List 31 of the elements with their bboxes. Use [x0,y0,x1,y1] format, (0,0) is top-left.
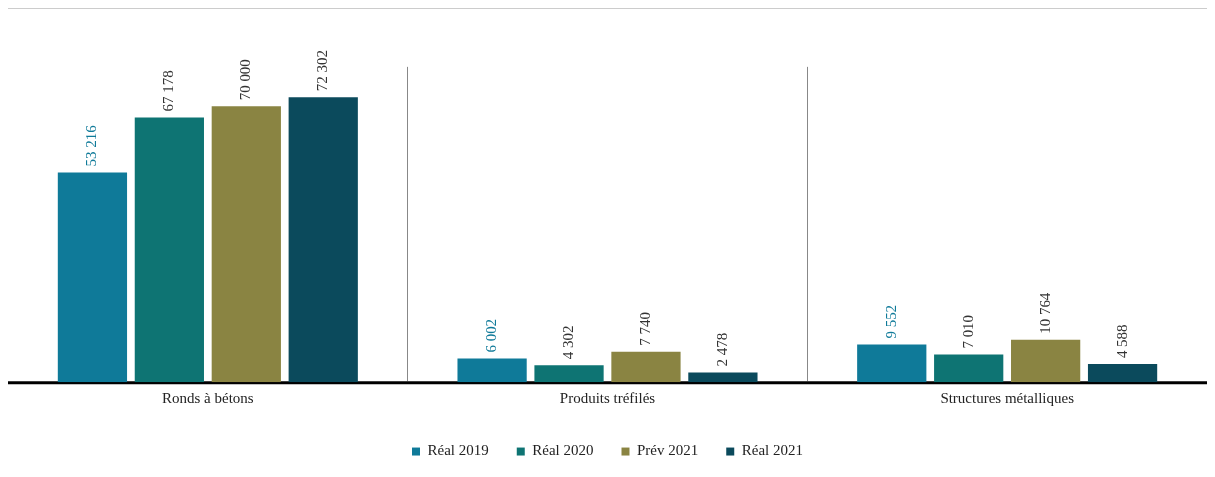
legend-label: Prév 2021 [637,442,699,459]
data-label: 72 302 [314,50,331,92]
bar [1087,364,1158,383]
legend-label: Réal 2019 [427,442,489,459]
bar [1011,339,1081,383]
legend-label: Réal 2020 [532,442,594,459]
x-tick-label: Produits tréfilés [559,390,656,407]
bar [934,354,1004,383]
legend-label: Réal 2021 [741,442,803,459]
bar [857,344,927,383]
data-label: 70 000 [237,59,254,101]
bar [688,372,758,383]
data-label: 67 178 [160,70,177,112]
data-label: 7 740 [636,312,653,346]
bar [57,172,128,383]
data-label: 9 552 [882,304,899,339]
data-label: 7 010 [959,314,976,349]
data-label: 10 764 [1036,292,1053,334]
data-label: 4 588 [1113,324,1130,359]
bar [211,106,281,383]
bar [611,351,681,383]
bar [134,117,204,383]
bar [457,358,527,383]
x-tick-label: Ronds à bétons [162,390,254,407]
data-label: 6 002 [483,318,500,353]
bar [288,97,358,383]
bar [534,365,604,383]
data-label: 2 478 [713,332,730,367]
data-label: 53 216 [83,124,100,167]
x-tick-label: Structures métalliques [940,390,1075,407]
data-label: 4 302 [559,325,576,360]
